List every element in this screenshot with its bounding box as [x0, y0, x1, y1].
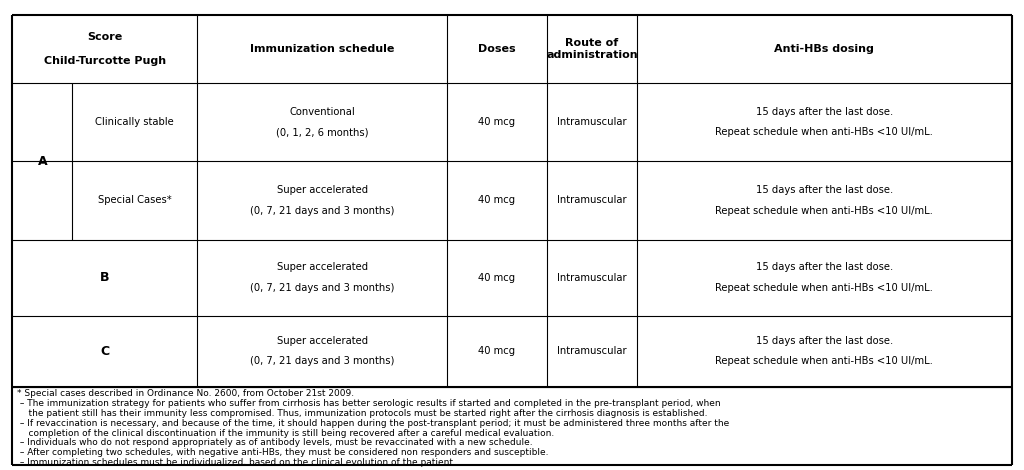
Text: 40 mcg: 40 mcg	[478, 196, 515, 205]
Text: (0, 7, 21 days and 3 months): (0, 7, 21 days and 3 months)	[250, 283, 394, 293]
Text: – The immunization strategy for patients who suffer from cirrhosis has better se: – The immunization strategy for patients…	[17, 399, 721, 408]
Text: Special Cases*: Special Cases*	[98, 196, 172, 205]
Text: Repeat schedule when anti-HBs <10 UI/mL.: Repeat schedule when anti-HBs <10 UI/mL.	[716, 205, 933, 216]
Text: B: B	[100, 271, 110, 284]
Text: 15 days after the last dose.: 15 days after the last dose.	[756, 185, 893, 196]
Text: – Immunization schedules must be individualized, based on the clinical evolution: – Immunization schedules must be individ…	[17, 458, 456, 467]
Text: – After completing two schedules, with negative anti-HBs, they must be considere: – After completing two schedules, with n…	[17, 448, 549, 457]
Text: Repeat schedule when anti-HBs <10 UI/mL.: Repeat schedule when anti-HBs <10 UI/mL.	[716, 127, 933, 137]
Text: 15 days after the last dose.: 15 days after the last dose.	[756, 336, 893, 346]
Text: completion of the clinical discontinuation if the immunity is still being recove: completion of the clinical discontinuati…	[17, 429, 555, 438]
Text: Conventional: Conventional	[289, 107, 355, 117]
Text: A: A	[38, 155, 47, 168]
Text: (0, 1, 2, 6 months): (0, 1, 2, 6 months)	[275, 127, 369, 137]
Text: Route of
administration: Route of administration	[546, 38, 638, 60]
Text: the patient still has their immunity less compromised. Thus, immunization protoc: the patient still has their immunity les…	[17, 409, 708, 418]
Text: Super accelerated: Super accelerated	[276, 336, 368, 346]
Text: Intramuscular: Intramuscular	[557, 346, 627, 356]
Text: Clinically stable: Clinically stable	[95, 117, 174, 127]
Text: 15 days after the last dose.: 15 days after the last dose.	[756, 262, 893, 273]
Text: Intramuscular: Intramuscular	[557, 196, 627, 205]
Text: Score

Child-Turcotte Pugh: Score Child-Turcotte Pugh	[44, 32, 166, 65]
Text: – Individuals who do not respond appropriately as of antibody levels, must be re: – Individuals who do not respond appropr…	[17, 439, 532, 447]
Text: 40 mcg: 40 mcg	[478, 117, 515, 127]
Text: Intramuscular: Intramuscular	[557, 273, 627, 282]
Text: * Special cases described in Ordinance No. 2600, from October 21st 2009.: * Special cases described in Ordinance N…	[17, 390, 354, 399]
Text: Repeat schedule when anti-HBs <10 UI/mL.: Repeat schedule when anti-HBs <10 UI/mL.	[716, 356, 933, 367]
Text: Super accelerated: Super accelerated	[276, 185, 368, 196]
Text: 15 days after the last dose.: 15 days after the last dose.	[756, 107, 893, 117]
Text: – If revaccination is necessary, and because of the time, it should happen durin: – If revaccination is necessary, and bec…	[17, 419, 729, 428]
Text: Immunization schedule: Immunization schedule	[250, 44, 394, 54]
Text: Repeat schedule when anti-HBs <10 UI/mL.: Repeat schedule when anti-HBs <10 UI/mL.	[716, 283, 933, 293]
Text: 40 mcg: 40 mcg	[478, 273, 515, 282]
Text: Super accelerated: Super accelerated	[276, 262, 368, 273]
Text: (0, 7, 21 days and 3 months): (0, 7, 21 days and 3 months)	[250, 356, 394, 367]
Text: Doses: Doses	[478, 44, 516, 54]
Text: C: C	[100, 345, 110, 358]
Text: 40 mcg: 40 mcg	[478, 346, 515, 356]
Text: Intramuscular: Intramuscular	[557, 117, 627, 127]
Text: (0, 7, 21 days and 3 months): (0, 7, 21 days and 3 months)	[250, 205, 394, 216]
Text: Anti-HBs dosing: Anti-HBs dosing	[774, 44, 874, 54]
